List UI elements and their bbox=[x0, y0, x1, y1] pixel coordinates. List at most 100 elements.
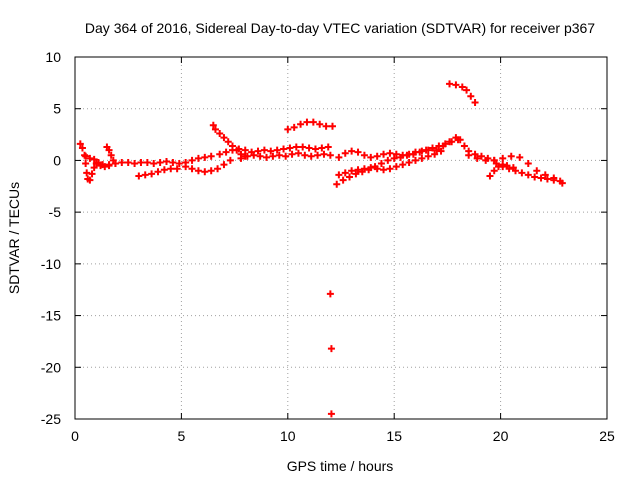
series-early-arc-start bbox=[76, 140, 113, 184]
data-point bbox=[482, 156, 490, 164]
data-point bbox=[303, 118, 311, 126]
plot-frame bbox=[74, 56, 608, 420]
data-point bbox=[439, 142, 447, 150]
data-point bbox=[424, 146, 432, 154]
x-tick-label: 15 bbox=[386, 428, 402, 444]
data-point bbox=[309, 118, 317, 126]
data-point bbox=[267, 147, 275, 155]
data-point bbox=[282, 152, 290, 160]
data-point bbox=[311, 145, 319, 153]
data-point bbox=[201, 153, 209, 161]
data-point bbox=[327, 345, 335, 353]
chart-title: Day 364 of 2016, Sidereal Day-to-day VTE… bbox=[85, 20, 595, 36]
x-axis-label: GPS time / hours bbox=[287, 458, 394, 474]
data-point bbox=[524, 160, 532, 168]
y-tick-label: 10 bbox=[45, 49, 61, 65]
data-point bbox=[486, 172, 494, 180]
data-point bbox=[124, 158, 132, 166]
data-point bbox=[477, 152, 485, 160]
data-point bbox=[335, 153, 343, 161]
data-point bbox=[437, 147, 445, 155]
data-point bbox=[163, 157, 171, 165]
y-axis-label: SDTVAR / TECUs bbox=[6, 182, 22, 294]
data-point bbox=[324, 143, 332, 151]
data-point bbox=[275, 151, 283, 159]
series-isolated-high bbox=[446, 80, 479, 107]
data-point bbox=[386, 165, 394, 173]
data-point bbox=[76, 140, 84, 148]
data-point bbox=[384, 156, 392, 164]
data-point bbox=[327, 410, 335, 418]
data-point bbox=[367, 164, 375, 172]
data-point bbox=[284, 125, 292, 133]
data-point bbox=[156, 158, 164, 166]
data-point bbox=[429, 144, 437, 152]
data-point bbox=[256, 152, 264, 160]
series-low-arc-b bbox=[182, 156, 234, 176]
data-point bbox=[556, 177, 564, 185]
data-point bbox=[169, 158, 177, 166]
y-tick-label: -25 bbox=[41, 411, 61, 427]
data-point bbox=[386, 149, 394, 157]
data-point bbox=[316, 120, 324, 128]
data-point bbox=[173, 165, 181, 173]
data-point bbox=[228, 146, 236, 154]
data-point bbox=[446, 80, 454, 88]
data-point bbox=[499, 161, 507, 169]
data-point bbox=[216, 150, 224, 158]
data-point bbox=[167, 165, 175, 173]
data-point bbox=[273, 146, 281, 154]
data-point bbox=[377, 160, 385, 168]
data-point bbox=[182, 163, 190, 171]
data-point bbox=[83, 169, 91, 177]
series-middle-arc-low bbox=[237, 149, 334, 162]
data-point bbox=[424, 152, 432, 160]
data-point bbox=[241, 146, 249, 154]
data-point bbox=[269, 152, 277, 160]
data-point bbox=[111, 160, 119, 168]
data-point bbox=[348, 167, 356, 175]
data-point bbox=[507, 152, 515, 160]
data-point bbox=[503, 162, 511, 170]
data-point bbox=[473, 154, 481, 162]
data-point bbox=[118, 158, 126, 166]
data-point bbox=[494, 163, 502, 171]
data-point bbox=[405, 158, 413, 166]
data-point bbox=[86, 154, 94, 162]
series-low-arc-a bbox=[135, 165, 181, 180]
data-point bbox=[352, 170, 360, 178]
data-point bbox=[411, 148, 419, 156]
series-upper-arc bbox=[284, 118, 336, 133]
data-point bbox=[490, 167, 498, 175]
series-late-arc-hump bbox=[335, 146, 432, 161]
data-point bbox=[141, 171, 149, 179]
data-point bbox=[467, 92, 475, 100]
data-point bbox=[360, 151, 368, 159]
y-tick-label: -15 bbox=[41, 308, 61, 324]
data-point bbox=[328, 122, 336, 130]
grid-layer bbox=[75, 57, 607, 419]
data-point bbox=[90, 164, 98, 172]
data-point bbox=[86, 176, 94, 184]
data-point bbox=[518, 169, 526, 177]
data-point bbox=[392, 163, 400, 171]
data-point bbox=[82, 160, 90, 168]
data-point bbox=[307, 152, 315, 160]
data-point bbox=[148, 170, 156, 178]
x-tick-label: 5 bbox=[178, 428, 186, 444]
data-layer bbox=[76, 80, 566, 418]
series-early-arc-main bbox=[82, 152, 215, 169]
data-point bbox=[280, 145, 288, 153]
data-point bbox=[194, 154, 202, 162]
data-point bbox=[243, 152, 251, 160]
data-point bbox=[360, 165, 368, 173]
data-point bbox=[446, 138, 454, 146]
data-point bbox=[431, 150, 439, 158]
data-point bbox=[254, 147, 262, 155]
data-point bbox=[90, 155, 98, 163]
data-point bbox=[175, 160, 183, 168]
data-point bbox=[516, 153, 524, 161]
data-point bbox=[399, 161, 407, 169]
data-point bbox=[220, 161, 228, 169]
data-point bbox=[237, 154, 245, 162]
